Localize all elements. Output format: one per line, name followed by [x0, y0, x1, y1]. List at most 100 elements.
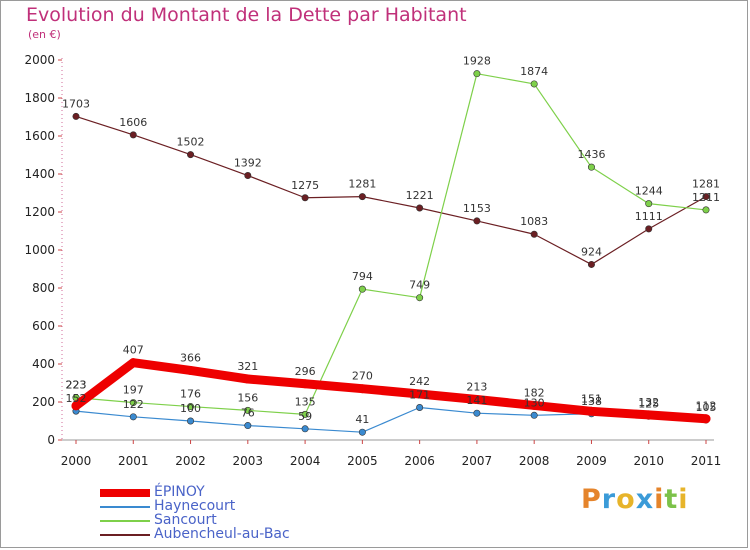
- data-label: 171: [409, 389, 430, 402]
- series-layer: [71, 70, 711, 436]
- data-label: 1275: [291, 179, 319, 192]
- data-point: [472, 395, 482, 405]
- data-point: [587, 163, 595, 171]
- data-label: 112: [696, 400, 717, 413]
- data-label: 1244: [635, 185, 663, 198]
- x-tick-label: 2003: [233, 454, 264, 468]
- data-label: 1153: [463, 202, 491, 215]
- x-tick-label: 2011: [691, 454, 722, 468]
- y-tick-label: 200: [32, 395, 55, 409]
- logo-letter: t: [664, 484, 679, 515]
- logo-letter: i: [654, 484, 665, 515]
- data-label: 197: [123, 384, 144, 397]
- logo-letter: i: [678, 484, 689, 515]
- data-label: 138: [581, 395, 602, 408]
- data-labels: 1703 1606 1502 1392 1275 1281 1221 1153 1083 924 1…: [62, 55, 720, 427]
- data-point: [416, 404, 424, 412]
- x-tick-label: 2008: [519, 454, 550, 468]
- data-point: [415, 389, 425, 399]
- y-tick-label: 1200: [24, 205, 55, 219]
- y-tick-label: 1000: [24, 243, 55, 257]
- data-label: 749: [409, 279, 430, 292]
- data-label: 1502: [177, 136, 205, 149]
- logo-letter: P: [581, 484, 602, 515]
- data-point: [530, 80, 538, 88]
- data-point: [473, 217, 481, 225]
- data-label: 407: [123, 344, 144, 357]
- data-label: 135: [295, 395, 316, 408]
- chart-subtitle: (en €): [28, 28, 61, 41]
- data-label: 296: [295, 365, 316, 378]
- x-tick-label: 2001: [118, 454, 149, 468]
- data-label: 176: [180, 388, 201, 401]
- chart-title: Evolution du Montant de la Dette par Hab…: [26, 4, 467, 26]
- y-tick-label: 600: [32, 319, 55, 333]
- data-label: 122: [123, 398, 144, 411]
- x-tick-label: 2007: [462, 454, 493, 468]
- data-point: [645, 200, 653, 208]
- x-tick-label: 2005: [347, 454, 378, 468]
- y-tick-label: 2000: [24, 53, 55, 67]
- data-point: [186, 365, 196, 375]
- data-label: 366: [180, 351, 201, 364]
- data-point: [473, 70, 481, 78]
- data-point: [243, 374, 253, 384]
- data-point: [702, 193, 710, 201]
- data-label: 1928: [463, 55, 491, 68]
- x-tick-label: 2000: [61, 454, 92, 468]
- logo-letter: o: [616, 484, 636, 515]
- data-point: [244, 422, 252, 430]
- data-label: 41: [355, 413, 369, 426]
- data-point: [357, 384, 367, 394]
- x-tick-label: 2006: [404, 454, 435, 468]
- axes: 0 200 400 600 800 1000 1200 1400 1600 1800 2000 200…: [24, 53, 721, 468]
- data-label: 1874: [520, 65, 548, 78]
- data-label: 213: [466, 381, 487, 394]
- data-point: [301, 194, 309, 202]
- data-label: 141: [466, 394, 487, 407]
- data-label: 152: [66, 392, 87, 405]
- data-point: [244, 406, 252, 414]
- series-line-0: [71, 358, 711, 424]
- legend-label: Aubencheul-au-Bac: [154, 526, 290, 542]
- data-point: [300, 379, 310, 389]
- data-point: [358, 193, 366, 201]
- data-label: 1392: [234, 157, 262, 170]
- data-label: 1281: [692, 178, 720, 191]
- data-label: 132: [638, 396, 659, 409]
- data-point: [644, 410, 654, 420]
- data-point: [473, 409, 481, 417]
- data-label: 151: [581, 392, 602, 405]
- data-point: [702, 206, 710, 214]
- data-point: [187, 403, 195, 411]
- data-point: [301, 410, 309, 418]
- data-label: 1111: [635, 210, 663, 223]
- logo-letter: x: [635, 484, 655, 515]
- y-tick-label: 400: [32, 357, 55, 371]
- data-label: 1083: [520, 215, 548, 228]
- data-label: 100: [180, 402, 201, 415]
- data-label: 1606: [119, 116, 147, 129]
- data-point: [529, 400, 539, 410]
- data-point: [301, 425, 309, 433]
- data-point: [244, 172, 252, 180]
- series-line-2: [75, 73, 707, 415]
- data-label: 321: [237, 360, 258, 373]
- y-tick-label: 800: [32, 281, 55, 295]
- series-line-3: [75, 115, 707, 266]
- data-label: 156: [237, 391, 258, 404]
- data-point: [645, 225, 653, 233]
- x-tick-label: 2010: [633, 454, 664, 468]
- data-label: 1703: [62, 97, 90, 110]
- data-label: 1211: [692, 191, 720, 204]
- data-point: [129, 399, 137, 407]
- data-point: [128, 358, 138, 368]
- data-point: [701, 414, 711, 424]
- legend-label: ÉPINOY: [154, 484, 205, 500]
- data-label: 59: [298, 410, 312, 423]
- data-label: 924: [581, 245, 602, 258]
- data-label: 130: [524, 396, 545, 409]
- data-point: [587, 260, 595, 268]
- legend-label: Sancourt: [154, 512, 217, 528]
- legend-swatch: [100, 534, 150, 536]
